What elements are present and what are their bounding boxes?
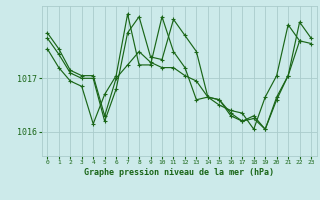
X-axis label: Graphe pression niveau de la mer (hPa): Graphe pression niveau de la mer (hPa) (84, 168, 274, 177)
